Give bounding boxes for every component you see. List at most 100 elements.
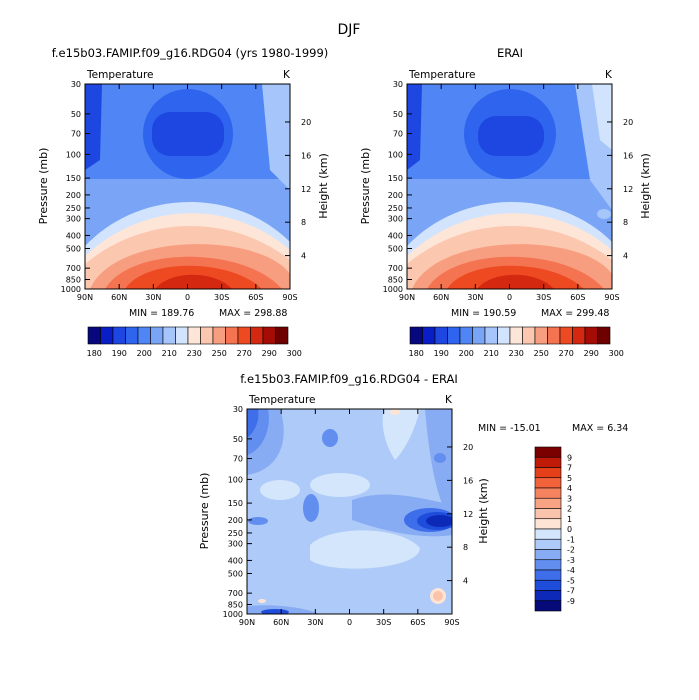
colorbar-label: 190 — [434, 349, 449, 358]
figure-title: DJF — [338, 22, 361, 38]
y-tick-label: 850 — [228, 600, 243, 609]
x-tick-label: 90S — [604, 293, 619, 302]
y-tick-label: 400 — [228, 556, 243, 565]
panel-diff-y2label: Height (km) — [477, 478, 490, 544]
x-tick-label: 90N — [239, 618, 255, 627]
colorbar-label: 180 — [87, 349, 102, 358]
colorbar-swatch — [534, 518, 562, 530]
y2-tick-label: 20 — [623, 118, 633, 127]
y-tick-label: 100 — [388, 150, 403, 159]
colorbar-label: 4 — [567, 484, 572, 493]
y2-tick-label: 8 — [623, 218, 628, 227]
colorbar-label: 180 — [409, 349, 424, 358]
panel-erai-y2label: Height (km) — [639, 153, 652, 219]
colorbar-swatch — [434, 326, 448, 345]
colorbar-label: 190 — [112, 349, 127, 358]
colorbar-swatch — [547, 326, 561, 345]
y2-tick-label: 20 — [463, 443, 473, 452]
panel-erai-units: K — [605, 69, 613, 81]
colorbar-swatch — [522, 326, 536, 345]
colorbar-swatch — [150, 326, 164, 345]
x-tick-label: 30S — [536, 293, 551, 302]
colorbar-swatch — [534, 549, 562, 561]
colorbar-label: 200 — [137, 349, 152, 358]
colorbar-swatch — [534, 590, 562, 602]
colorbar-label: 210 — [162, 349, 177, 358]
panel-erai-y2ticks: 20 16 12 8 4 — [607, 118, 633, 261]
colorbar-swatch — [472, 326, 486, 345]
colorbar-label: 230 — [509, 349, 524, 358]
y2-tick-label: 12 — [623, 185, 633, 194]
colorbar-label: -1 — [567, 535, 575, 544]
colorbar-label: 270 — [237, 349, 252, 358]
y2-tick-label: 16 — [623, 151, 633, 160]
panel-model: f.e15b03.FAMIP.f09_g16.RDG04 (yrs 1980-1… — [37, 46, 330, 319]
colorbar-swatch — [534, 579, 562, 591]
colorbar-label: 9 — [567, 453, 572, 462]
y-tick-label: 850 — [66, 275, 81, 284]
colorbar-label: -7 — [567, 587, 575, 596]
colorbar-swatch — [484, 326, 498, 345]
y-tick-label: 70 — [233, 455, 243, 464]
panel-model-field — [85, 84, 290, 289]
y-tick-label: 850 — [388, 275, 403, 284]
colorbar-swatch — [572, 326, 586, 345]
panel-erai-field — [407, 84, 612, 289]
colorbar-swatch — [237, 326, 251, 345]
colorbar-swatch — [534, 446, 562, 458]
y-tick-label: 250 — [66, 204, 81, 213]
panel-diff-xticks: 90N 60N 30N 0 30S 60S 90S — [239, 409, 460, 627]
colorbar-swatch — [275, 326, 289, 345]
colorbar-label: 0 — [567, 525, 572, 534]
y-tick-label: 500 — [228, 569, 243, 578]
y2-tick-label: 20 — [301, 118, 311, 127]
x-tick-label: 60N — [433, 293, 449, 302]
panel-model-variable: Temperature — [86, 69, 154, 81]
panel-model-xticks: 90N 60N 30N 0 30S 60S 90S — [77, 84, 298, 302]
colorbar-swatch — [509, 326, 523, 345]
colorbar-label: 200 — [459, 349, 474, 358]
panel-diff: f.e15b03.FAMIP.f09_g16.RDG04 - ERAI Temp… — [198, 372, 628, 627]
panel-diff-title: f.e15b03.FAMIP.f09_g16.RDG04 - ERAI — [240, 372, 458, 386]
colorbar-swatch — [534, 467, 562, 479]
x-tick-label: 0 — [347, 618, 352, 627]
colorbar-swatch — [87, 326, 101, 345]
x-tick-label: 30S — [214, 293, 229, 302]
panel-model-min: MIN = 189.76 — [129, 308, 194, 319]
y2-tick-label: 12 — [463, 510, 473, 519]
panel-diff-max: MAX = 6.34 — [572, 423, 628, 434]
x-tick-label: 60S — [570, 293, 585, 302]
colorbar-swatch — [212, 326, 226, 345]
y-tick-label: 100 — [66, 150, 81, 159]
y-tick-label: 250 — [388, 204, 403, 213]
y-tick-label: 50 — [393, 110, 403, 119]
y2-tick-label: 16 — [463, 476, 473, 485]
colorbar-label: -4 — [567, 566, 575, 575]
panel-diff-units: K — [445, 394, 453, 406]
colorbar-swatch — [409, 326, 423, 345]
colorbar-swatch — [534, 528, 562, 540]
y-tick-label: 700 — [388, 264, 403, 273]
colorbar-swatch — [497, 326, 511, 345]
y-tick-label: 30 — [393, 80, 403, 89]
panel-erai-variable: Temperature — [408, 69, 476, 81]
colorbar-swatch — [137, 326, 151, 345]
x-tick-label: 90S — [444, 618, 459, 627]
colorbar-label: 290 — [262, 349, 277, 358]
panel-model-units: K — [283, 69, 291, 81]
colorbar-swatch — [125, 326, 139, 345]
colorbar-erai: 180 190 200 210 230 250 270 290 300 — [409, 326, 624, 358]
y-tick-label: 150 — [228, 499, 243, 508]
y-tick-label: 1000 — [223, 610, 243, 619]
panel-diff-field — [247, 409, 452, 614]
y2-tick-label: 4 — [623, 252, 628, 261]
y-tick-label: 200 — [228, 516, 243, 525]
colorbar-swatch — [262, 326, 276, 345]
colorbar-swatch — [200, 326, 214, 345]
colorbar-swatch — [447, 326, 461, 345]
colorbar-swatch — [534, 487, 562, 499]
y-tick-label: 300 — [66, 215, 81, 224]
panel-erai: ERAI Temperature K 305070100150200250300… — [359, 46, 652, 319]
